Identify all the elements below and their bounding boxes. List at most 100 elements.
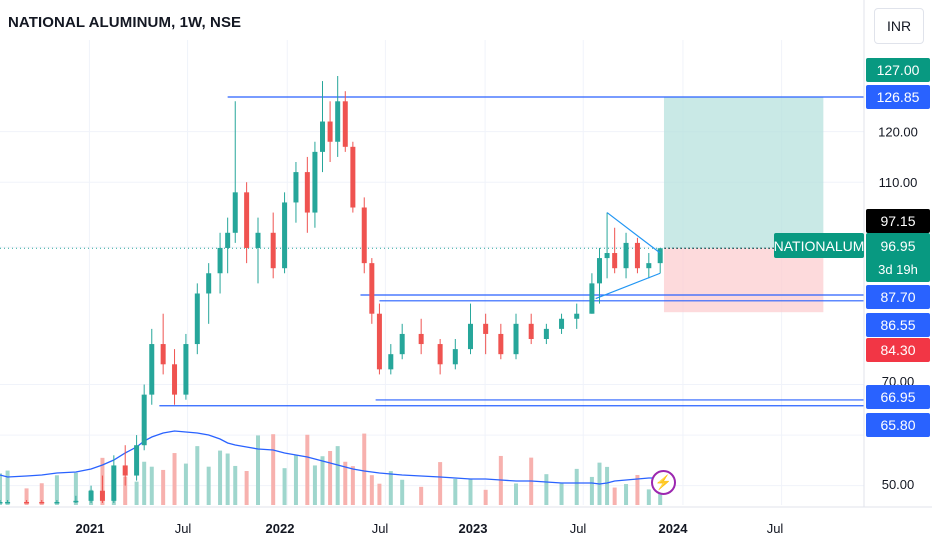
candle-body [399,333,405,355]
candle-body [206,273,212,294]
candle-body [183,344,189,395]
countdown-label: 3d 19h [878,262,918,277]
price-label-bg [866,413,930,437]
volume-bar [225,453,230,505]
candle-body [657,248,663,264]
symbol-tag: NATIONALUM [774,238,865,254]
volume-bar [624,484,629,505]
price-tick-label: 50.00 [882,477,915,492]
price-label: 127.00 [877,62,920,78]
volume-bar [293,455,298,505]
candle-body [73,500,79,503]
volume-bar [350,466,355,505]
volume-bar [605,466,610,505]
candle-body [5,502,11,504]
candle-body [304,172,310,213]
candle-body [111,465,117,501]
price-label-bg [866,313,930,337]
time-tick-label: Jul [372,521,389,536]
volume-bar [646,489,651,505]
triangle-pattern[interactable] [595,212,661,300]
price-label-bg [866,85,930,109]
candle-body [543,328,549,339]
candle-body [0,502,3,504]
volume-bar [123,476,128,505]
candle-body [369,263,375,314]
volume-bar [438,462,443,505]
triangle-upper-line[interactable] [606,212,661,254]
candle-body [88,490,94,501]
last-price-value: 96.95 [880,238,915,254]
volume-bar [388,471,393,505]
candle-body [134,445,140,476]
time-tick-label: 2021 [76,521,105,536]
candle-body [388,354,394,370]
volume-bar [369,475,374,505]
time-tick-label: 2022 [266,521,295,536]
volume-bar [134,481,139,505]
volume-bar [419,486,424,505]
volume-bar [271,434,276,505]
candle-body [141,394,147,446]
volume-bar [54,475,59,505]
time-tick-label: Jul [767,521,784,536]
candle-body [574,313,580,319]
chart-title: NATIONAL ALUMINUM, 1W, NSE [8,14,242,31]
target-zone[interactable] [663,97,824,249]
candle-body [612,253,618,269]
volume-bar [612,487,617,505]
lightning-icon[interactable]: ⚡ [651,470,676,495]
volume-ma [0,430,661,485]
volume-bar [73,472,78,505]
volume-bar [483,489,488,505]
volume-bar [362,433,367,505]
volume-bar [206,466,211,505]
candle-body [361,207,367,264]
candle-body [312,151,318,213]
candle-body [604,253,610,259]
candle-body [498,333,504,355]
candle-body [483,323,489,334]
price-label: 65.80 [880,417,915,433]
volume-bar [161,469,166,505]
volume-bar [589,476,594,505]
volume-bar [574,468,579,505]
symbol-tag-bg [774,233,864,258]
price-label: 66.95 [880,389,915,405]
currency-button[interactable]: INR [874,8,924,44]
volume-bar [244,470,249,505]
candle-body [623,242,629,269]
time-tick-label: Jul [570,521,587,536]
candle-body [513,323,519,355]
time-tick-label: 2023 [459,521,488,536]
candle-body [646,263,652,269]
volume-bar [514,483,519,505]
volume-bars [0,433,663,505]
volume-bar [468,478,473,505]
candle-body [596,258,602,284]
price-label-bg [866,285,930,309]
horizontal-lines[interactable] [159,96,864,407]
time-tick-label: Jul [175,521,192,536]
price-label-bg [866,338,930,362]
candle-body [270,232,276,269]
triangle-lower-line[interactable] [595,272,661,300]
candle-body [418,333,424,345]
candle-body [342,101,348,147]
candle-body [452,349,458,365]
volume-bar [256,435,261,505]
candle-body [350,146,356,208]
position-zones[interactable] [0,97,864,313]
candle-body [244,192,250,248]
candle-body [467,323,473,350]
volume-bar [400,479,405,505]
stop-zone[interactable] [663,248,824,313]
candle-body [194,293,200,345]
volume-bar [282,468,287,505]
price-labels: 127.00 126.85 97.15 87.70 86.55 84.30 66.95 65.… [774,58,930,437]
last-price-bg [866,233,930,282]
price-label-bg [866,58,930,82]
candle-body [217,247,223,274]
price-tick-label: 110.00 [879,175,918,190]
